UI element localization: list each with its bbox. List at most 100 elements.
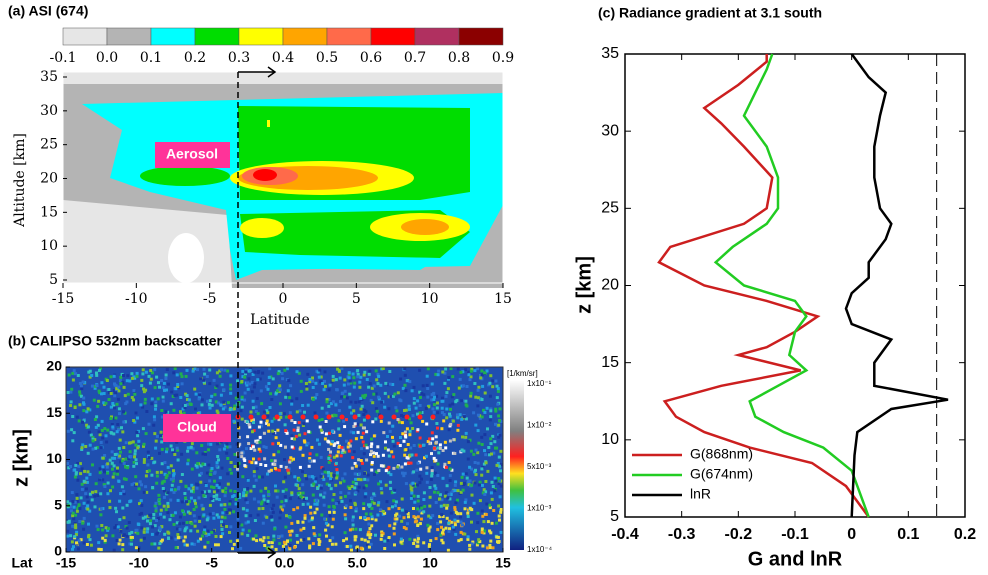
backscatter-pixel [316, 487, 319, 490]
backscatter-pixel [198, 520, 201, 523]
backscatter-pixel [129, 450, 132, 453]
backscatter-pixel [334, 543, 337, 546]
backscatter-pixel [262, 495, 265, 498]
backscatter-pixel [257, 514, 260, 517]
backscatter-pixel [350, 401, 353, 404]
backscatter-pixel [139, 403, 142, 406]
backscatter-pixel [412, 482, 415, 485]
backscatter-pixel [233, 494, 236, 497]
backscatter-pixel [334, 484, 337, 487]
backscatter-pixel [476, 367, 479, 370]
backscatter-pixel [99, 471, 102, 474]
backscatter-pixel [387, 449, 390, 452]
backscatter-pixel [360, 478, 363, 481]
backscatter-pixel [242, 491, 245, 494]
backscatter-pixel [194, 525, 197, 528]
backscatter-pixel [361, 394, 364, 397]
backscatter-pixel [369, 382, 372, 385]
backscatter-pixel [130, 536, 133, 539]
backscatter-pixel [490, 453, 493, 456]
backscatter-pixel [376, 445, 379, 448]
backscatter-pixel [480, 436, 483, 439]
backscatter-pixel [354, 538, 357, 541]
backscatter-pixel [467, 458, 470, 461]
backscatter-pixel [173, 472, 176, 475]
backscatter-pixel [433, 411, 436, 414]
backscatter-pixel [131, 377, 134, 380]
backscatter-pixel [331, 543, 334, 546]
backscatter-pixel [447, 387, 450, 390]
backscatter-pixel [196, 368, 199, 371]
backscatter-pixel [105, 534, 108, 537]
backscatter-pixel [132, 419, 135, 422]
backscatter-pixel [207, 541, 210, 544]
backscatter-pixel [106, 379, 109, 382]
backscatter-pixel [126, 527, 129, 530]
backscatter-pixel [229, 387, 232, 390]
backscatter-pixel [243, 464, 246, 467]
backscatter-pixel [99, 433, 102, 436]
backscatter-pixel [159, 434, 162, 437]
backscatter-pixel [323, 518, 326, 521]
backscatter-pixel [126, 379, 129, 382]
backscatter-pixel [331, 499, 334, 502]
backscatter-pixel [387, 539, 390, 542]
backscatter-pixel [420, 518, 423, 521]
backscatter-pixel [325, 420, 328, 423]
backscatter-pixel [338, 409, 341, 412]
cloud-top-marker [405, 415, 410, 420]
backscatter-pixel [78, 403, 81, 406]
backscatter-pixel [358, 400, 361, 403]
cloud-top-marker [275, 415, 280, 420]
backscatter-pixel [353, 386, 356, 389]
backscatter-pixel [198, 397, 201, 400]
backscatter-pixel [148, 469, 151, 472]
backscatter-pixel [395, 517, 398, 520]
backscatter-pixel [325, 412, 328, 415]
backscatter-pixel [496, 403, 499, 406]
backscatter-pixel [448, 530, 451, 533]
backscatter-pixel [150, 378, 153, 381]
backscatter-pixel [409, 430, 412, 433]
backscatter-pixel [78, 503, 81, 506]
backscatter-pixel [188, 398, 191, 401]
backscatter-pixel [215, 535, 218, 538]
backscatter-pixel [246, 487, 249, 490]
backscatter-pixel [297, 427, 300, 430]
backscatter-pixel [261, 501, 264, 504]
backscatter-pixel [195, 505, 198, 508]
backscatter-pixel [151, 526, 154, 529]
backscatter-pixel [226, 370, 229, 373]
backscatter-pixel [136, 434, 139, 437]
backscatter-pixel [121, 548, 124, 551]
backscatter-pixel [157, 397, 160, 400]
backscatter-pixel [343, 395, 346, 398]
y-tick-label: 30 [40, 103, 58, 119]
backscatter-pixel [300, 390, 303, 393]
backscatter-pixel [242, 507, 245, 510]
backscatter-pixel [166, 368, 169, 371]
backscatter-pixel [448, 428, 451, 431]
backscatter-pixel [463, 482, 466, 485]
backscatter-pixel [111, 457, 114, 460]
backscatter-pixel [456, 416, 459, 419]
backscatter-pixel [447, 522, 450, 525]
backscatter-pixel [106, 472, 109, 475]
backscatter-pixel [318, 540, 321, 543]
backscatter-pixel [368, 536, 371, 539]
backscatter-pixel [380, 538, 383, 541]
backscatter-pixel [186, 521, 189, 524]
backscatter-pixel [284, 476, 287, 479]
backscatter-pixel [441, 407, 444, 410]
backscatter-pixel [331, 430, 334, 433]
backscatter-pixel [87, 523, 90, 526]
backscatter-pixel [477, 429, 480, 432]
backscatter-pixel [155, 440, 158, 443]
colorbar-label: 1x10⁻¹ [527, 379, 552, 388]
backscatter-pixel [363, 371, 366, 374]
figure: (a) ASI (674) (b) CALIPSO 532nm backscat… [0, 0, 988, 575]
backscatter-pixel [425, 455, 428, 458]
backscatter-pixel [278, 542, 281, 545]
backscatter-pixel [220, 504, 223, 507]
backscatter-pixel [84, 492, 87, 495]
